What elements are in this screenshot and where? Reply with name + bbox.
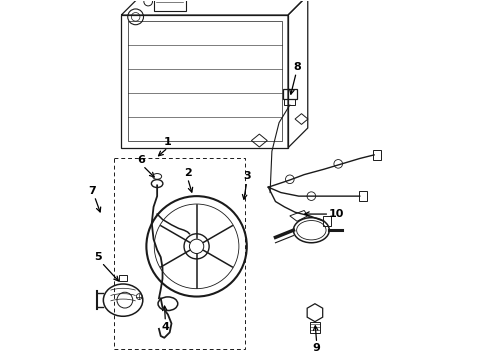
Text: 10: 10: [329, 209, 344, 219]
Bar: [373, 149, 381, 159]
Text: 6: 6: [137, 155, 145, 165]
Bar: [310, 321, 320, 333]
Text: 5: 5: [94, 252, 102, 262]
Bar: [283, 89, 297, 99]
Bar: [120, 275, 126, 282]
Bar: [153, 0, 186, 12]
Text: 2: 2: [184, 168, 192, 178]
Text: 1: 1: [164, 138, 172, 147]
Bar: [359, 191, 367, 201]
Text: 9: 9: [313, 343, 320, 353]
Text: 7: 7: [89, 186, 97, 196]
Text: 4: 4: [161, 322, 170, 332]
Bar: [323, 216, 331, 226]
Text: 3: 3: [243, 171, 250, 181]
Bar: [114, 158, 245, 348]
Bar: [285, 99, 295, 105]
Text: 8: 8: [293, 62, 301, 72]
